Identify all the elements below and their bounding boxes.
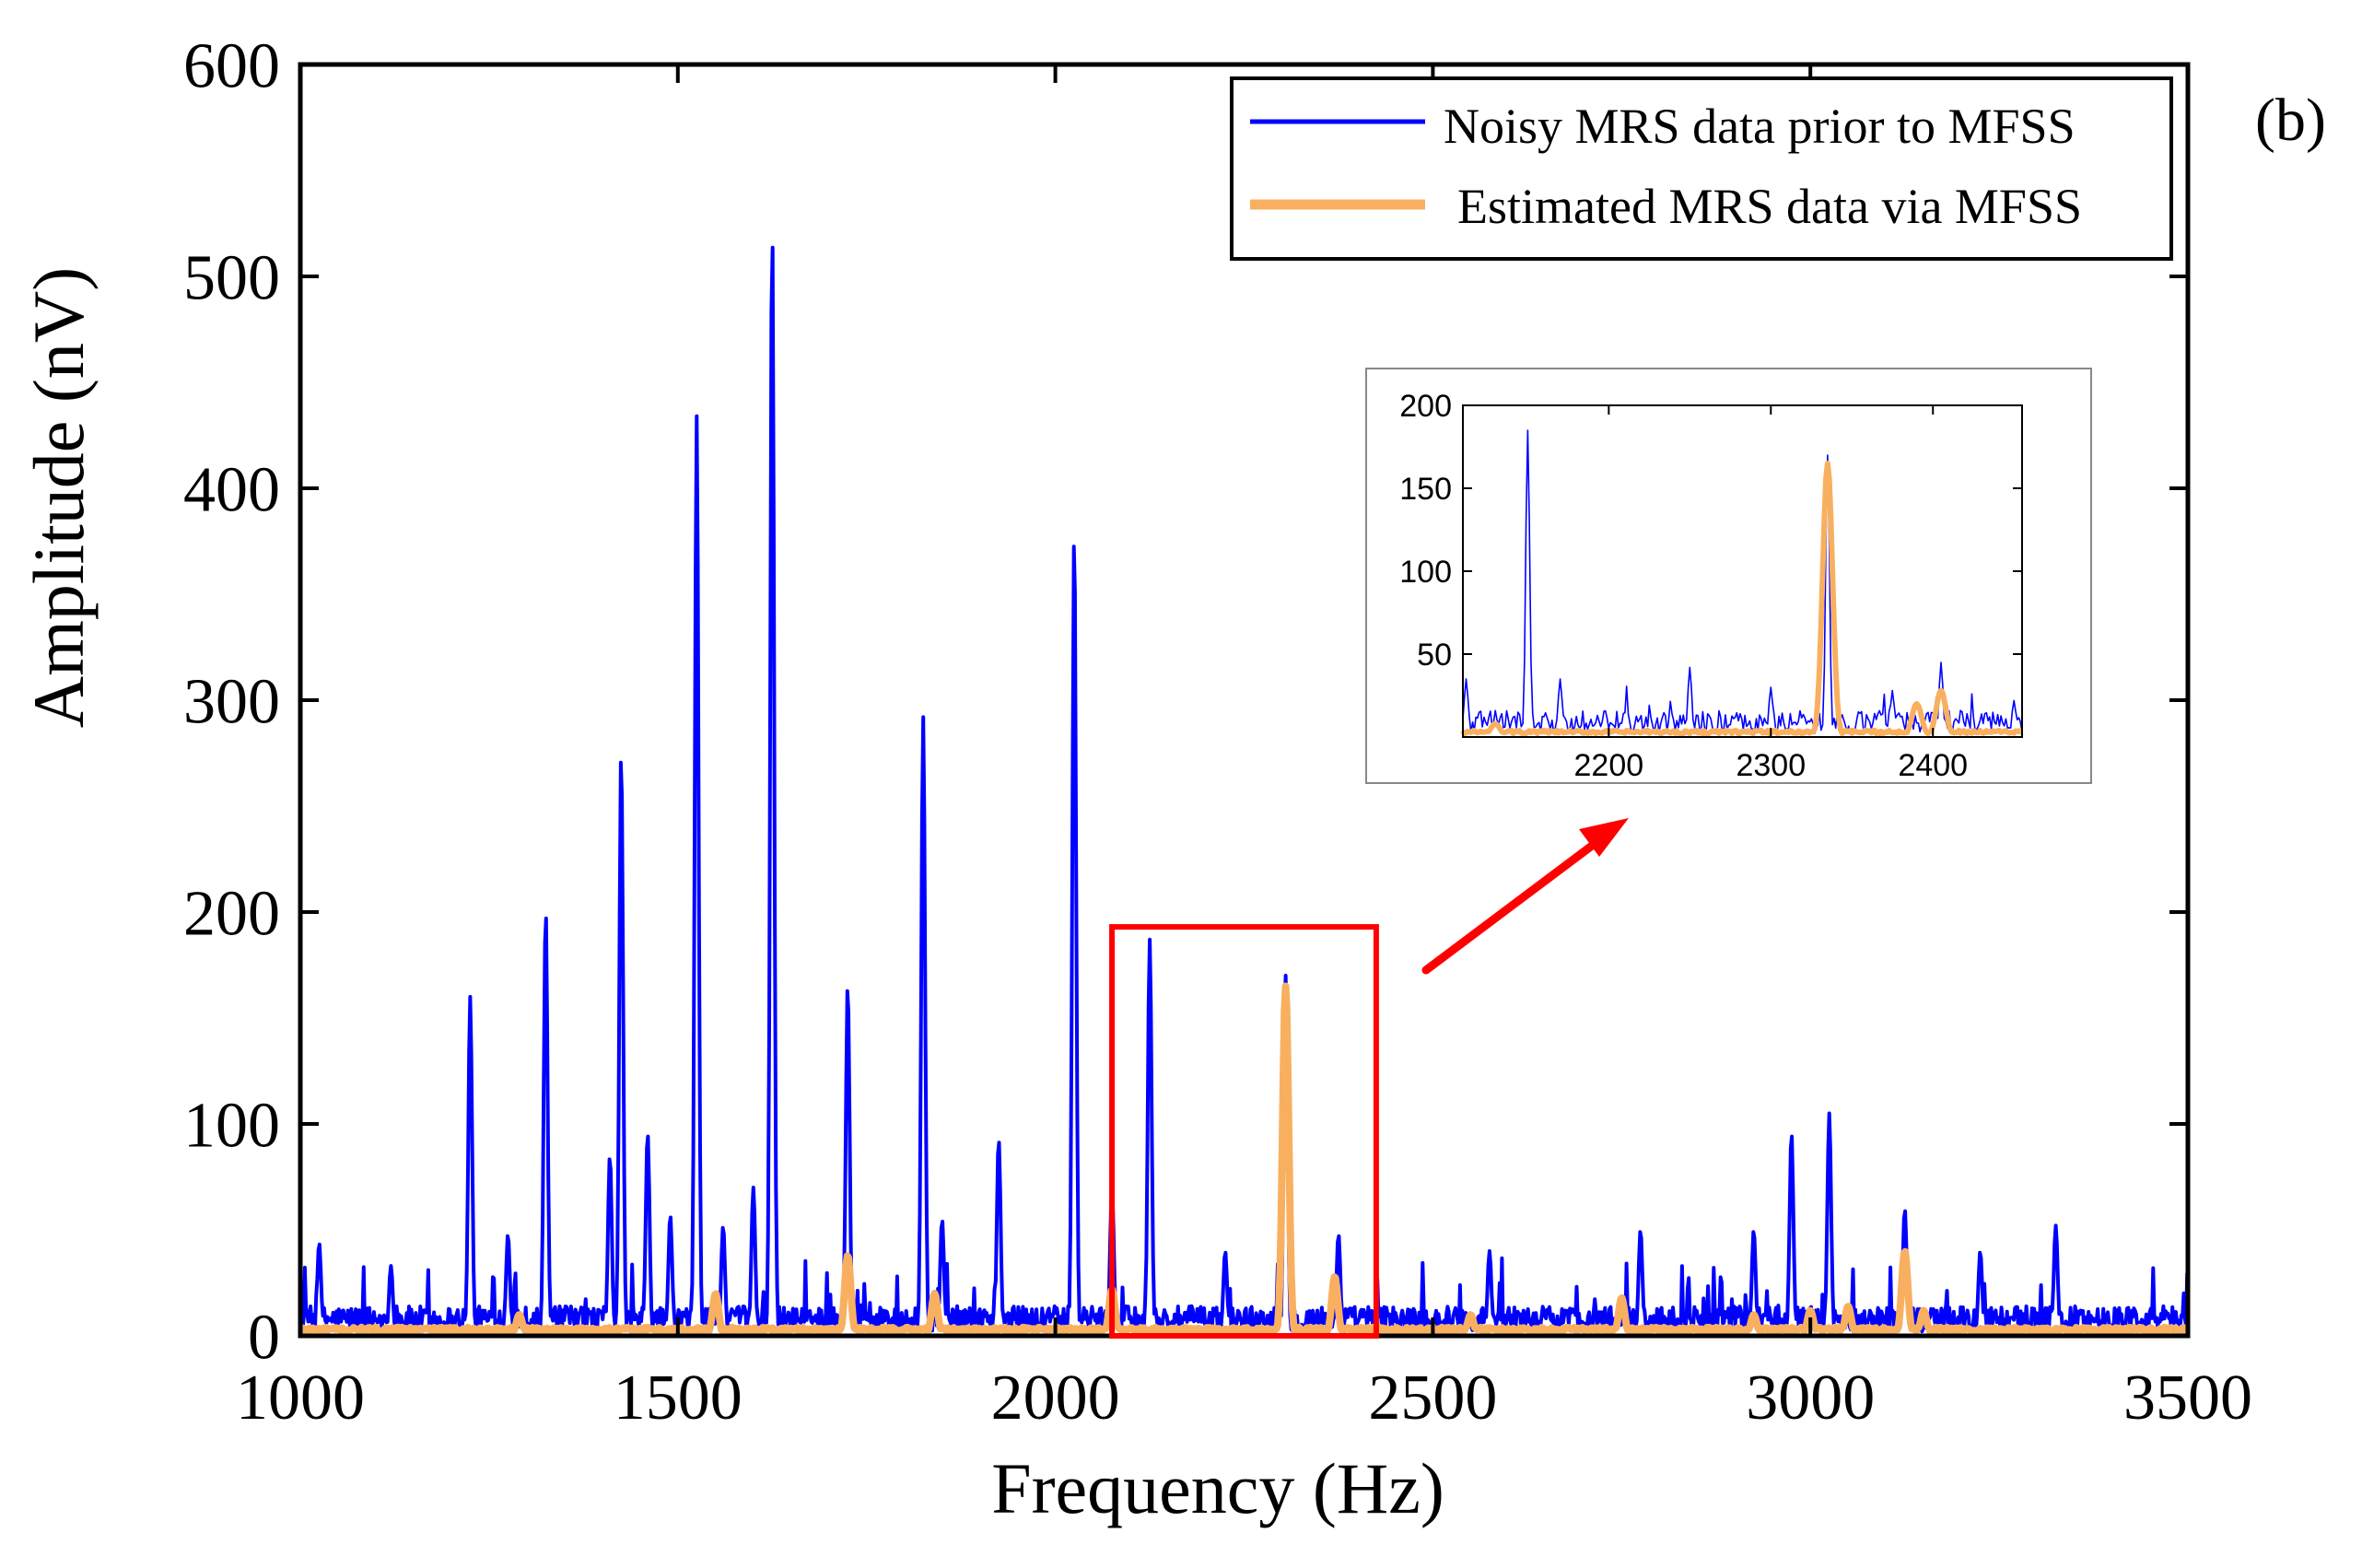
legend-label-noisy: Noisy MRS data prior to MFSS	[1444, 99, 2076, 154]
main-x-ticks: 1000 1500 2000 2500 3000 3500	[236, 64, 2252, 1433]
x-tick-label: 1000	[236, 1363, 365, 1433]
panel-label: (b)	[2255, 87, 2326, 154]
noisy-series-line	[298, 245, 2190, 1334]
y-tick-label: 500	[183, 243, 280, 314]
estimated-series	[298, 982, 2190, 1336]
zoom-arrow	[1421, 818, 1629, 975]
noisy-series	[298, 245, 2190, 1334]
inset-noisy-series-line	[1462, 429, 2023, 734]
y-tick-label: 200	[183, 879, 280, 950]
zoom-arrow-shaft	[1421, 841, 1596, 975]
inset-x-ticks: 2200 2300 2400	[1574, 405, 1968, 783]
x-tick-label: 2500	[1368, 1363, 1497, 1433]
y-tick-label: 600	[183, 31, 280, 102]
x-tick-label: 2000	[991, 1363, 1120, 1433]
x-tick-label: 3000	[1746, 1363, 1875, 1433]
y-tick-label: 100	[1399, 555, 1452, 590]
zoom-arrow-head	[1579, 818, 1629, 857]
x-tick-label: 2400	[1898, 748, 1968, 783]
y-tick-label: 0	[248, 1303, 280, 1374]
main-y-ticks: 0 100 200 300 400 500 600	[183, 31, 2188, 1374]
y-tick-label: 150	[1399, 472, 1452, 507]
y-tick-label: 100	[183, 1091, 280, 1162]
legend-label-estimated: Estimated MRS data via MFSS	[1457, 179, 2082, 234]
y-axis-label: Amplitude (nV)	[18, 267, 99, 728]
legend-box	[1230, 76, 2173, 261]
inset-plot: 2200 2300 2400 50 100 150 200	[1365, 368, 2092, 784]
y-tick-label: 300	[183, 667, 280, 738]
estimated-series-line	[298, 982, 2190, 1336]
x-tick-label: 2200	[1574, 748, 1644, 783]
y-tick-label: 200	[1399, 389, 1452, 424]
inset-estimated-series	[1460, 461, 2024, 737]
inset-y-ticks: 50 100 150 200	[1399, 389, 2022, 673]
x-tick-label: 1500	[614, 1363, 743, 1433]
x-tick-label: 3500	[2123, 1363, 2252, 1433]
inset-noisy-series	[1462, 429, 2023, 734]
legend: Noisy MRS data prior to MFSS Estimated M…	[1230, 76, 2173, 261]
y-tick-label: 400	[183, 455, 280, 526]
main-plot: 1000 1500 2000 2500 3000 3500 0 100 200 300 400 50…	[18, 31, 2252, 1529]
x-axis-label: Frequency (Hz)	[991, 1448, 1444, 1528]
inset-estimated-series-line	[1460, 461, 2024, 737]
zoom-region-box	[1109, 924, 1379, 1339]
x-tick-label: 2300	[1736, 748, 1806, 783]
y-tick-label: 50	[1417, 638, 1452, 673]
